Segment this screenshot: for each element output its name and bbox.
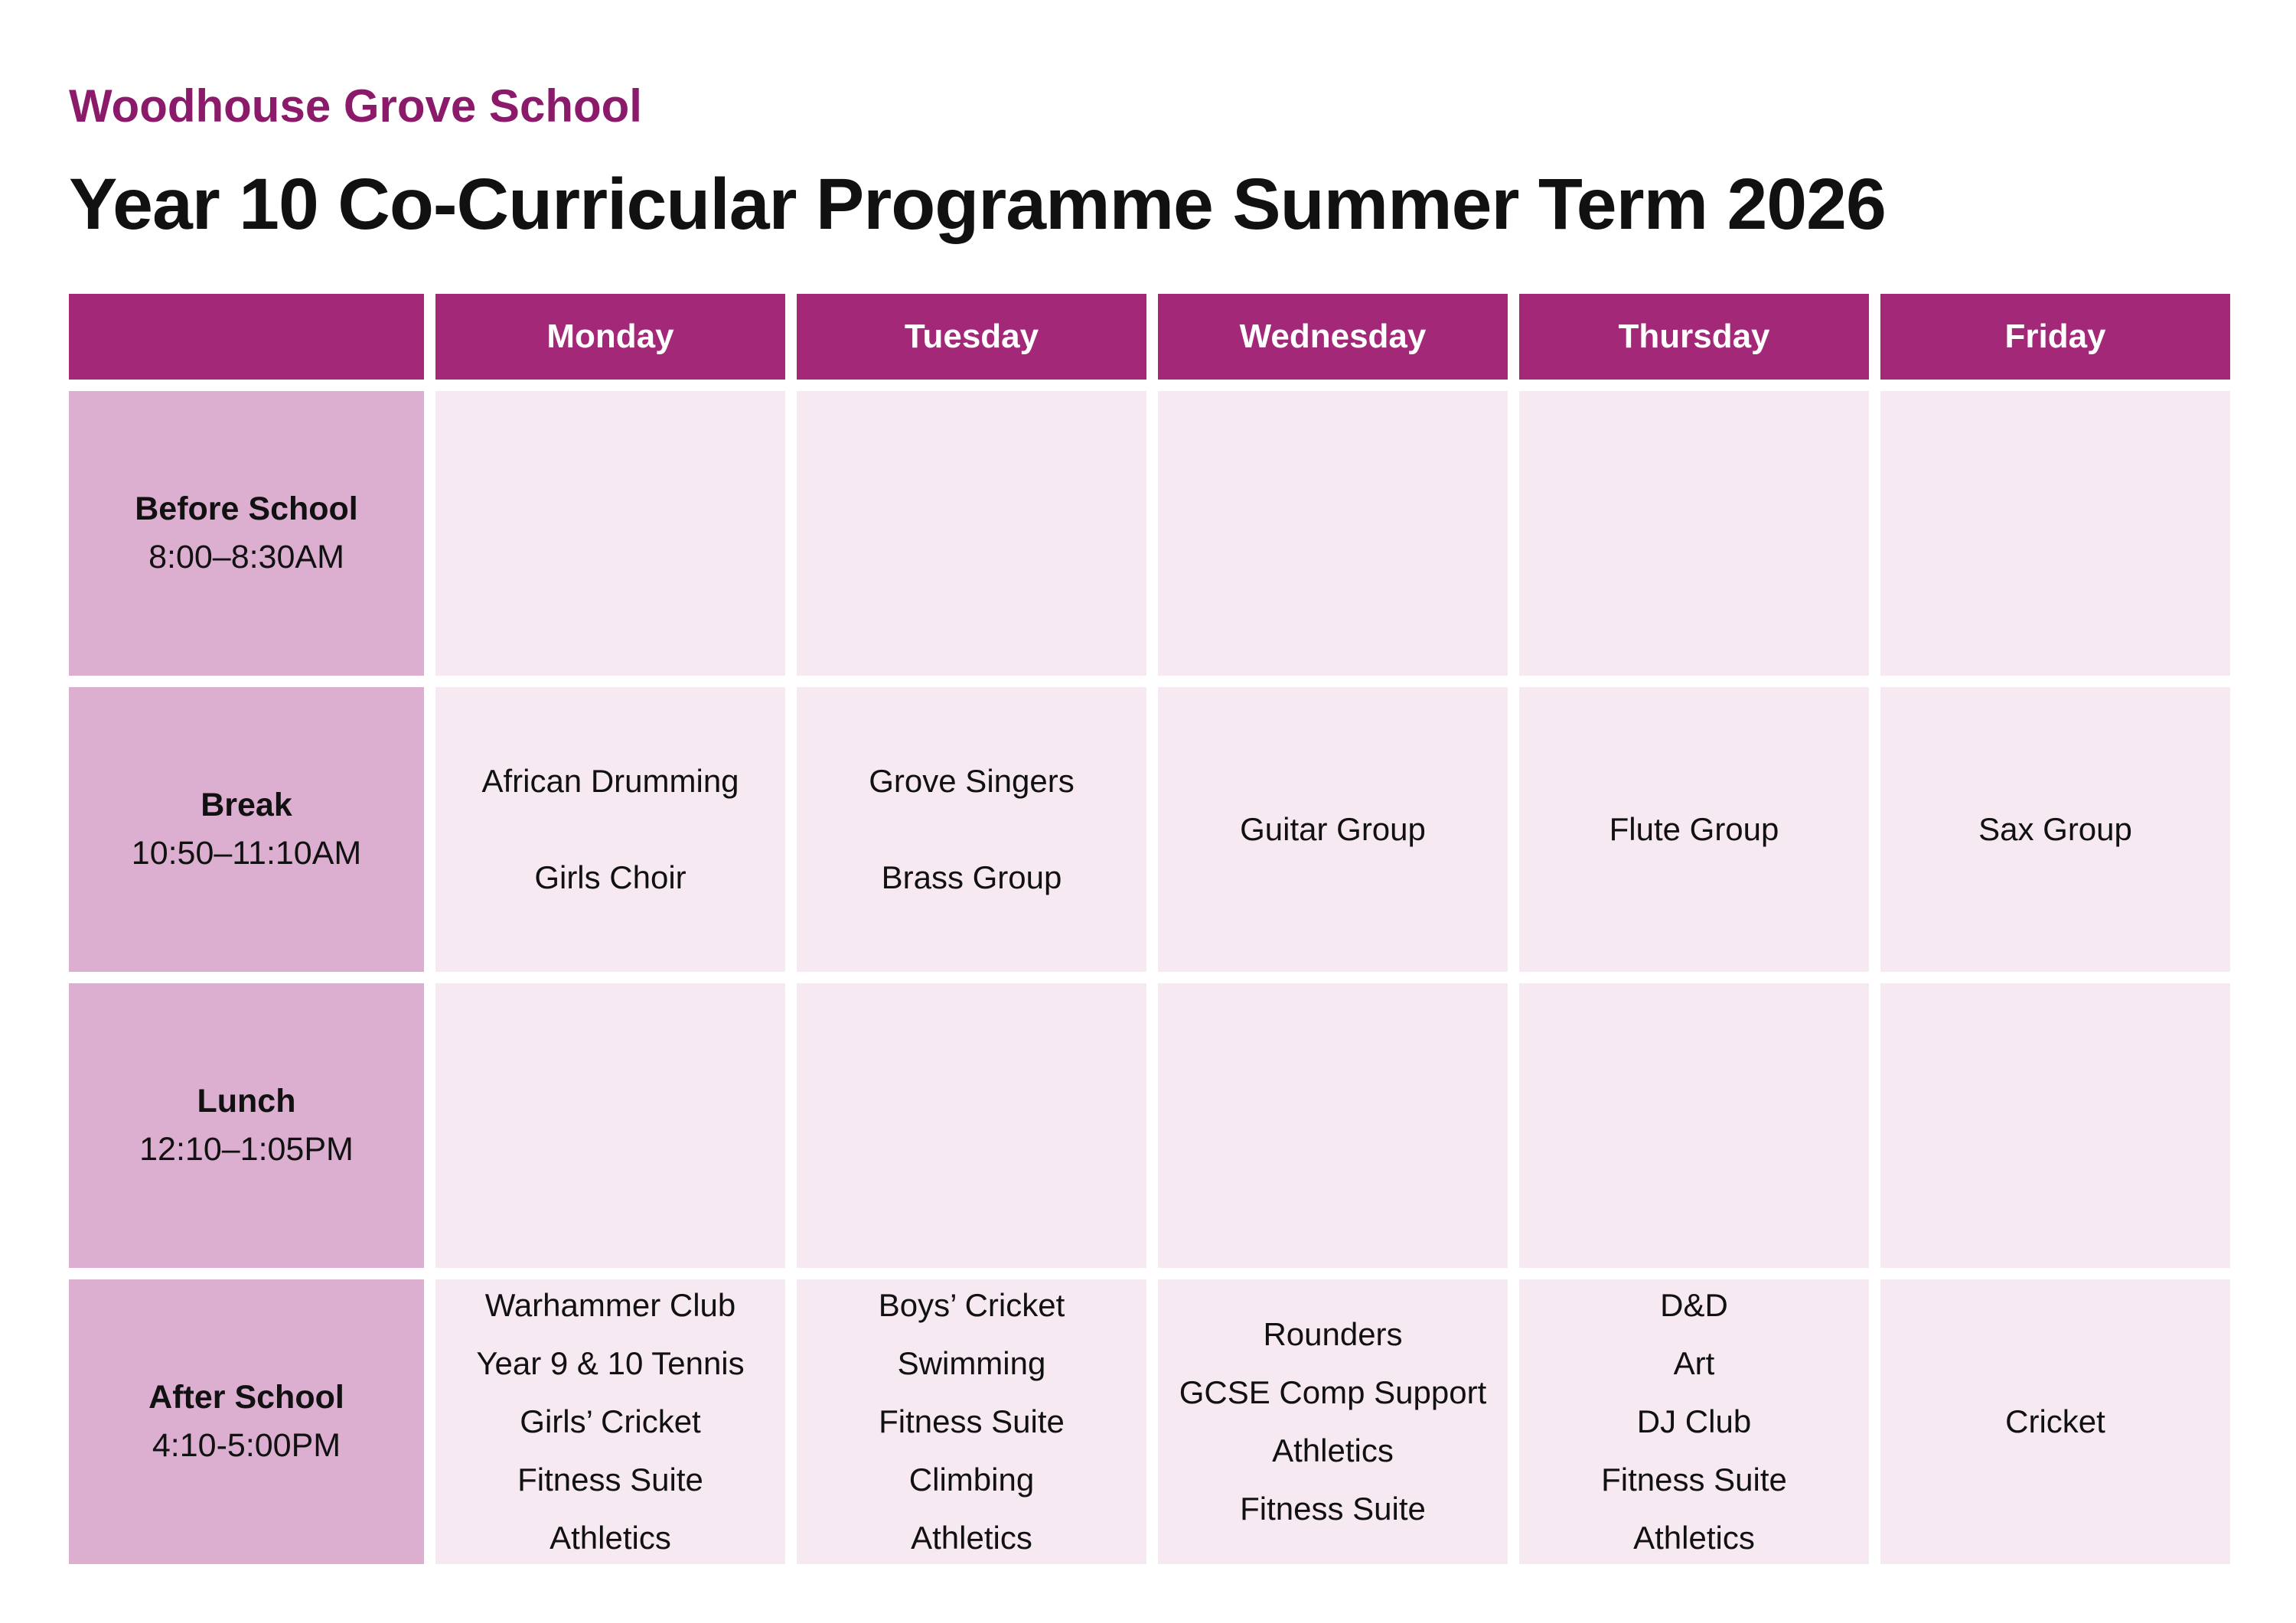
cell-before-school-wednesday [1158, 391, 1508, 676]
cell-after-school-wednesday: Rounders GCSE Comp Support Athletics Fitnes… [1158, 1279, 1508, 1564]
activity-sax-group: Sax Group [1978, 811, 2132, 847]
activity-girls-cricket: Girls’ Cricket [520, 1403, 701, 1439]
activity-dj-club: DJ Club [1636, 1403, 1752, 1439]
row-label-time: 12:10–1:05PM [139, 1131, 354, 1168]
activity-cricket: Cricket [2005, 1403, 2105, 1439]
activity-brass-group: Brass Group [881, 859, 1062, 895]
cell-break-thursday: Flute Group [1519, 687, 1869, 972]
cell-lunch-friday [1880, 983, 2230, 1268]
cell-break-tuesday: Grove Singers Brass Group [797, 687, 1146, 972]
activity-fitness-suite: Fitness Suite [517, 1462, 703, 1498]
row-label-title: Lunch [197, 1083, 296, 1119]
activity-warhammer-club: Warhammer Club [484, 1287, 736, 1323]
activity-athletics: Athletics [911, 1520, 1032, 1556]
activity-guitar-group: Guitar Group [1240, 811, 1426, 847]
cell-before-school-monday [435, 391, 785, 676]
activity-fitness-suite: Fitness Suite [1601, 1462, 1787, 1498]
cell-before-school-thursday [1519, 391, 1869, 676]
row-label-before-school: Before School 8:00–8:30AM [69, 391, 424, 676]
day-header-label: Wednesday [1239, 318, 1427, 355]
timetable-grid: Monday Tuesday Wednesday Thursday Friday Befo… [69, 294, 2230, 1564]
row-label-break: Break 10:50–11:10AM [69, 687, 424, 972]
cell-after-school-friday: Cricket [1880, 1279, 2230, 1564]
activity-d-d: D&D [1660, 1287, 1728, 1323]
page-title: Year 10 Co-Curricular Programme Summer T… [69, 164, 1887, 245]
activity-fitness-suite: Fitness Suite [879, 1403, 1065, 1439]
activity-swimming: Swimming [897, 1345, 1046, 1381]
cell-lunch-tuesday [797, 983, 1146, 1268]
school-name: Woodhouse Grove School [69, 80, 642, 132]
cell-lunch-thursday [1519, 983, 1869, 1268]
row-label-after-school: After School 4:10-5:00PM [69, 1279, 424, 1564]
cell-break-friday: Sax Group [1880, 687, 2230, 972]
corner-header-cell [69, 294, 424, 380]
row-label-time: 4:10-5:00PM [152, 1427, 341, 1464]
cell-break-wednesday: Guitar Group [1158, 687, 1508, 972]
activity-fitness-suite: Fitness Suite [1240, 1491, 1426, 1527]
row-label-title: Break [201, 787, 292, 823]
activity-girls-choir: Girls Choir [534, 859, 687, 895]
row-label-time: 8:00–8:30AM [148, 539, 344, 575]
day-header-thursday: Thursday [1519, 294, 1869, 380]
activity-athletics: Athletics [1272, 1432, 1394, 1468]
day-header-tuesday: Tuesday [797, 294, 1146, 380]
cell-after-school-thursday: D&D Art DJ Club Fitness Suite Athletics [1519, 1279, 1869, 1564]
activity-rounders: Rounders [1263, 1316, 1403, 1352]
day-header-friday: Friday [1880, 294, 2230, 380]
activity-climbing: Climbing [908, 1462, 1035, 1498]
activity-gcse-comp-support: GCSE Comp Support [1179, 1374, 1487, 1410]
activity-flute-group: Flute Group [1609, 811, 1779, 847]
activity-year-9-10-tennis: Year 9 & 10 Tennis [476, 1345, 745, 1381]
cell-after-school-tuesday: Boys’ Cricket Swimming Fitness Suite Climbi… [797, 1279, 1146, 1564]
cell-before-school-friday [1880, 391, 2230, 676]
row-label-time: 10:50–11:10AM [131, 835, 362, 872]
activity-athletics: Athletics [1633, 1520, 1755, 1556]
day-header-monday: Monday [435, 294, 785, 380]
day-header-label: Thursday [1618, 318, 1770, 355]
day-header-label: Friday [2004, 318, 2106, 355]
activity-art: Art [1673, 1345, 1715, 1381]
activity-athletics: Athletics [550, 1520, 671, 1556]
activity-african-drumming: African Drumming [481, 763, 739, 799]
row-label-lunch: Lunch 12:10–1:05PM [69, 983, 424, 1268]
cell-lunch-monday [435, 983, 785, 1268]
day-header-wednesday: Wednesday [1158, 294, 1508, 380]
activity-grove-singers: Grove Singers [869, 763, 1075, 799]
cell-before-school-tuesday [797, 391, 1146, 676]
day-header-label: Tuesday [904, 318, 1039, 355]
cell-lunch-wednesday [1158, 983, 1508, 1268]
row-label-title: After School [148, 1379, 344, 1416]
cell-after-school-monday: Warhammer Club Year 9 & 10 Tennis Girls’ C… [435, 1279, 785, 1564]
cell-break-monday: African Drumming Girls Choir [435, 687, 785, 972]
row-label-title: Before School [135, 490, 358, 527]
activity-boys-cricket: Boys’ Cricket [878, 1287, 1065, 1323]
day-header-label: Monday [546, 318, 674, 355]
